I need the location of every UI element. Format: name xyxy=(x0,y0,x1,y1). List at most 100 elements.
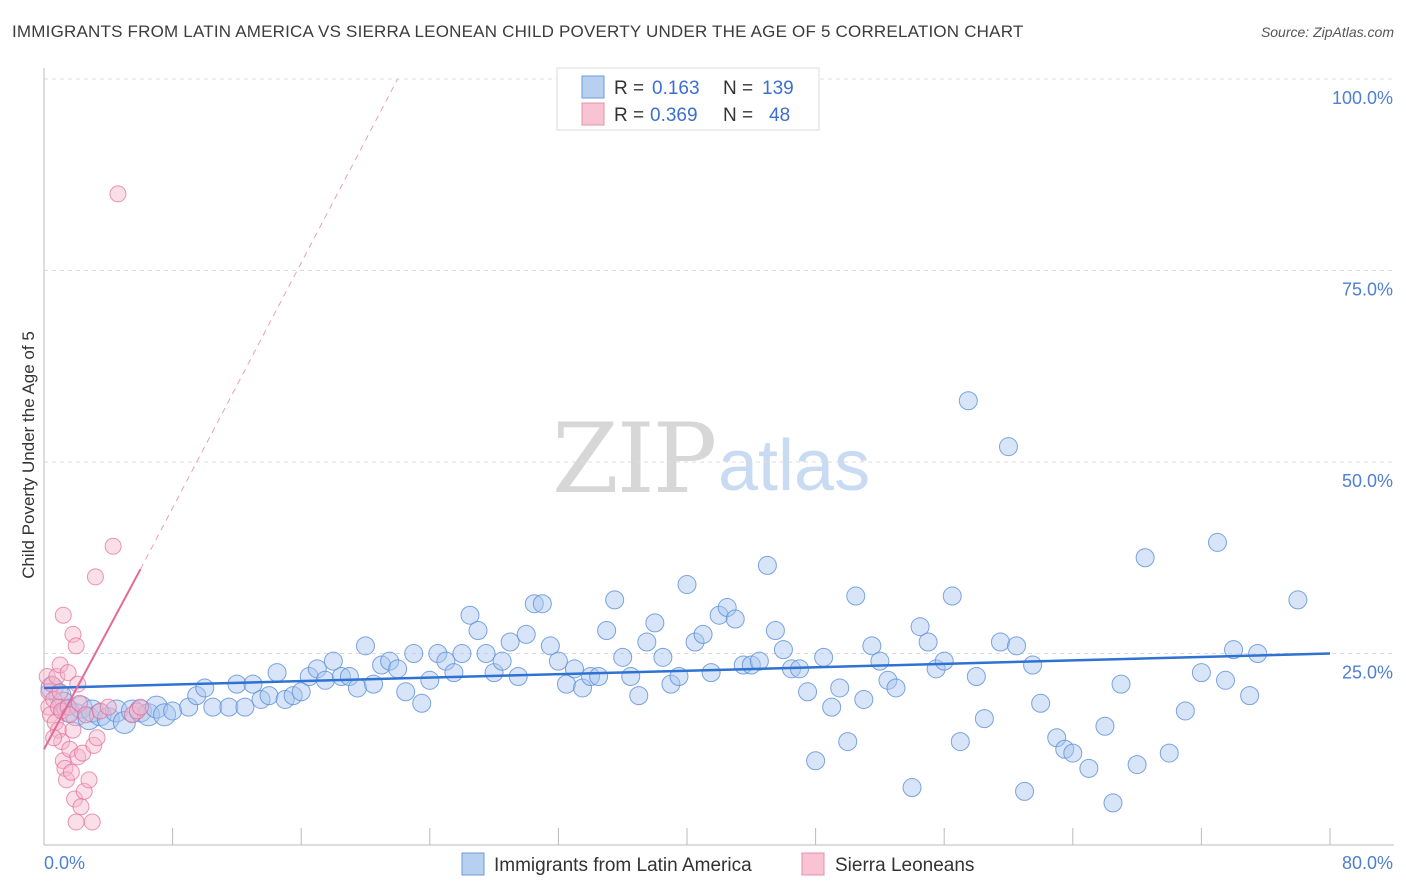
point-latin-america-79 xyxy=(677,575,697,595)
point-latin-america-39 xyxy=(356,636,375,656)
point-latin-america-31 xyxy=(291,682,311,702)
point-latin-america-106 xyxy=(902,778,922,798)
point-latin-america-49 xyxy=(436,651,456,671)
y-tick-label-75: 75.0% xyxy=(1342,280,1393,300)
point-latin-america-62 xyxy=(540,636,560,656)
point-latin-america-126 xyxy=(1095,716,1115,736)
point-latin-america-139 xyxy=(1288,590,1308,610)
point-latin-america-50 xyxy=(444,663,464,683)
point-sierra-leonean-19 xyxy=(59,664,77,682)
watermark-atlas: atlas xyxy=(718,426,870,506)
point-latin-america-74 xyxy=(637,632,657,652)
point-sierra-leonean-31 xyxy=(72,798,90,816)
x-ticks xyxy=(172,828,1331,845)
point-latin-america-138 xyxy=(1248,644,1268,663)
top-legend: R = 0.163 N = 139 R = 0.369 N = 48 xyxy=(556,67,820,131)
point-latin-america-116 xyxy=(990,632,1010,652)
point-latin-america-19 xyxy=(187,686,207,706)
point-latin-america-35 xyxy=(323,651,343,671)
axes xyxy=(43,68,1394,846)
point-latin-america-131 xyxy=(1159,743,1179,763)
point-latin-america-104 xyxy=(878,670,898,690)
point-latin-america-112 xyxy=(950,732,970,752)
point-latin-america-120 xyxy=(1023,655,1043,675)
trend-line-latin-america xyxy=(43,652,1331,690)
point-sierra-leonean-36 xyxy=(83,813,101,831)
point-latin-america-10 xyxy=(104,699,128,723)
point-latin-america-22 xyxy=(219,697,239,717)
point-latin-america-132 xyxy=(1175,701,1195,721)
point-latin-america-28 xyxy=(267,663,287,683)
y-tick-label-50: 50.0% xyxy=(1342,471,1393,491)
point-latin-america-102 xyxy=(862,636,882,656)
y-axis-label: Child Poverty Under the Age of 5 xyxy=(19,331,38,579)
point-latin-america-96 xyxy=(814,647,834,667)
point-latin-america-119 xyxy=(1015,781,1035,801)
bottom-legend: Immigrants from Latin America Sierra Leo… xyxy=(461,852,974,876)
point-latin-america-128 xyxy=(1111,674,1131,694)
legend-r-label-2: R = xyxy=(614,105,644,126)
point-latin-america-69 xyxy=(597,621,617,641)
series-latin-america-points xyxy=(40,391,1308,813)
point-latin-america-17 xyxy=(163,701,183,721)
point-latin-america-42 xyxy=(380,651,400,671)
point-latin-america-117 xyxy=(999,437,1018,457)
point-latin-america-122 xyxy=(1047,728,1067,748)
point-latin-america-57 xyxy=(500,632,520,652)
point-latin-america-21 xyxy=(203,697,223,717)
point-latin-america-54 xyxy=(476,644,496,663)
point-latin-america-48 xyxy=(428,644,448,663)
point-latin-america-101 xyxy=(854,689,874,709)
x-tick-label-max: 80.0% xyxy=(1342,853,1393,873)
point-latin-america-20 xyxy=(195,678,215,698)
point-latin-america-110 xyxy=(934,651,954,671)
point-latin-america-47 xyxy=(420,670,440,690)
point-sierra-leonean-39 xyxy=(88,729,106,747)
point-latin-america-125 xyxy=(1079,758,1099,778)
legend-n-label-1: N = xyxy=(723,78,753,99)
point-latin-america-71 xyxy=(613,647,633,667)
point-latin-america-124 xyxy=(1063,743,1083,763)
point-latin-america-130 xyxy=(1135,548,1155,568)
point-latin-america-111 xyxy=(942,586,962,606)
point-latin-america-83 xyxy=(709,605,729,625)
point-latin-america-75 xyxy=(645,613,665,633)
point-latin-america-95 xyxy=(806,751,826,771)
bottom-legend-label-pink: Sierra Leoneans xyxy=(835,855,974,876)
point-latin-america-129 xyxy=(1127,755,1147,775)
point-latin-america-90 xyxy=(765,621,785,641)
point-latin-america-88 xyxy=(749,651,769,671)
point-latin-america-38 xyxy=(347,678,367,698)
point-latin-america-100 xyxy=(846,586,866,606)
point-latin-america-118 xyxy=(1007,636,1027,656)
legend-r-label-1: R = xyxy=(614,78,644,99)
legend-r-value-2: 0.369 xyxy=(650,105,698,126)
bottom-legend-swatch-pink xyxy=(801,852,825,876)
point-sierra-leonean-46 xyxy=(131,698,149,716)
legend-r-value-1: 0.163 xyxy=(652,78,700,99)
legend-n-label-2: N = xyxy=(723,105,753,126)
point-latin-america-91 xyxy=(773,640,793,660)
legend-n-value-1: 139 xyxy=(762,78,794,99)
bottom-legend-swatch-blue xyxy=(461,852,485,876)
point-latin-america-98 xyxy=(830,678,850,698)
point-latin-america-60 xyxy=(524,594,544,614)
point-latin-america-113 xyxy=(958,391,978,411)
point-latin-america-108 xyxy=(918,632,938,652)
point-latin-america-97 xyxy=(822,697,842,717)
trend-line-sierra-leonean-extrapolated xyxy=(140,78,399,570)
point-latin-america-76 xyxy=(653,647,673,667)
point-latin-america-89 xyxy=(757,555,777,575)
point-latin-america-99 xyxy=(838,732,858,752)
point-latin-america-43 xyxy=(388,659,408,679)
point-sierra-leonean-43 xyxy=(109,185,127,203)
y-tick-label-25: 25.0% xyxy=(1342,663,1393,683)
point-latin-america-77 xyxy=(661,674,681,694)
point-latin-america-85 xyxy=(725,609,745,629)
point-latin-america-44 xyxy=(396,682,416,702)
x-tick-label-min: 0.0% xyxy=(44,853,85,873)
point-latin-america-52 xyxy=(460,605,480,625)
point-latin-america-46 xyxy=(412,693,432,713)
point-latin-america-68 xyxy=(589,666,609,686)
